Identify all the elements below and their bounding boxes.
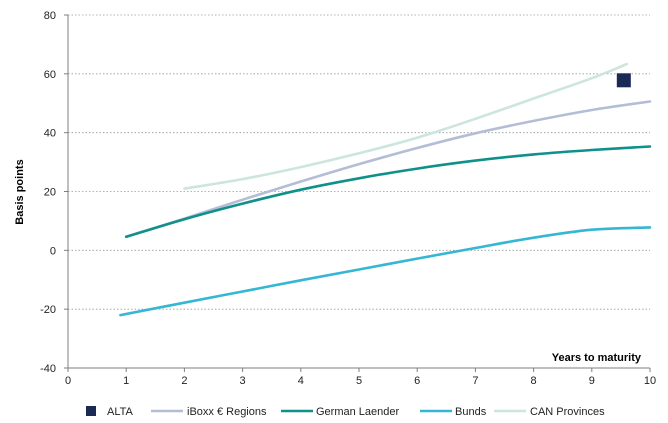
x-tick-label: 0	[65, 375, 71, 387]
legend-label-bunds: Bunds	[455, 406, 487, 418]
y-tick-label: 60	[44, 69, 56, 81]
series-line-german-laender	[124, 145, 652, 239]
x-tick-label: 6	[414, 375, 420, 387]
x-tick-label: 10	[644, 375, 656, 387]
x-tick-label: 7	[472, 375, 478, 387]
x-tick-label: 5	[356, 375, 362, 387]
legend-label-can-provinces: CAN Provinces	[530, 406, 605, 418]
y-tick-label: 40	[44, 128, 56, 140]
gridlines	[68, 14, 650, 310]
y-tick-label: 20	[44, 187, 56, 199]
x-tick-label: 4	[298, 375, 304, 387]
y-axis-title: Basis points	[14, 159, 26, 224]
x-tick-label: 1	[123, 375, 129, 387]
legend-label-alta: ALTA	[107, 406, 134, 418]
axes: -40 -20 0 20 40 60 80 0 1 2 3 4 5 6 7 8 9 10	[40, 10, 656, 387]
x-axis-title: Years to maturity	[552, 352, 642, 364]
legend: ALTA iBoxx € Regions German Laender Bunds CA…	[86, 406, 605, 418]
legend-label-german-laender: German Laender	[316, 406, 399, 418]
x-tick-label: 3	[240, 375, 246, 387]
x-tick-label: 9	[589, 375, 595, 387]
series-line-bunds	[119, 226, 652, 317]
x-tick-label: 8	[531, 375, 537, 387]
y-tick-label: 0	[50, 245, 56, 257]
y-tick-label: -20	[40, 304, 56, 316]
series-line-can-provinces	[183, 62, 628, 190]
y-tick-label: 80	[44, 10, 56, 22]
legend-label-iboxx-regions: iBoxx € Regions	[187, 406, 267, 418]
legend-swatch-alta	[86, 406, 96, 416]
y-tick-label: -40	[40, 363, 56, 375]
data-point-alta	[616, 73, 631, 88]
x-tick-label: 2	[181, 375, 187, 387]
series-line-iboxx-regions	[124, 100, 652, 239]
series-layer	[119, 62, 652, 317]
